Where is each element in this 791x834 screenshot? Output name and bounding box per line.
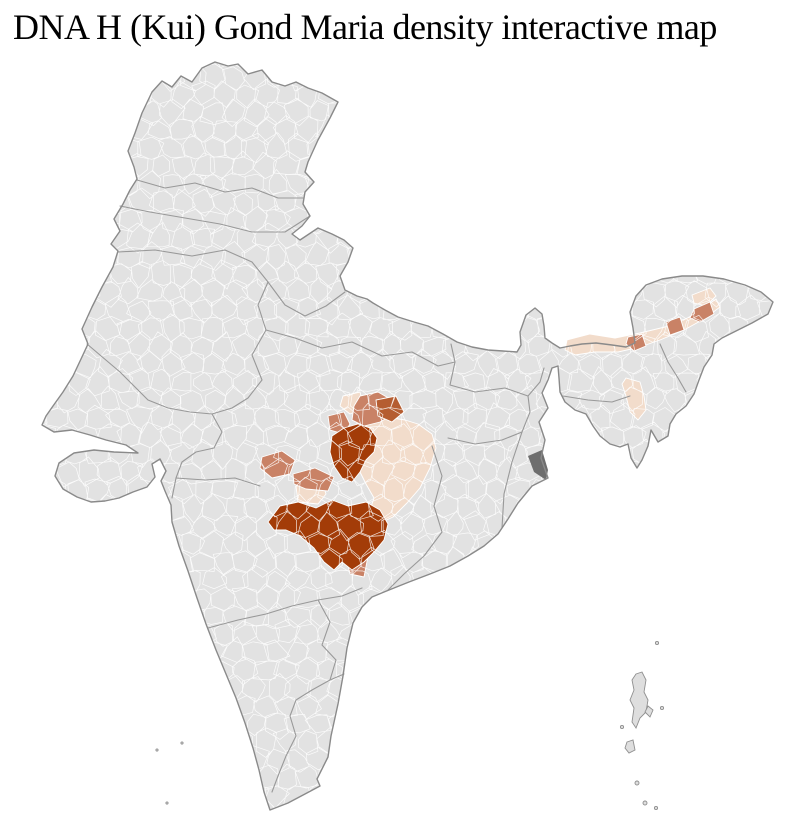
lakshadweep-islands: [155, 741, 184, 805]
district-low-barak-valley[interactable]: [621, 377, 647, 421]
state-borders: [86, 179, 687, 793]
district-high-north-cluster[interactable]: [329, 423, 378, 483]
andaman-main-island: [629, 671, 649, 729]
sundarbans-delta-patch: [528, 450, 548, 480]
india-outline: [41, 61, 774, 811]
district-medium-west-isolated[interactable]: [259, 450, 296, 479]
page-title: DNA H (Kui) Gond Maria density interacti…: [13, 7, 717, 47]
andaman-nicobar-islands: [619, 640, 665, 811]
